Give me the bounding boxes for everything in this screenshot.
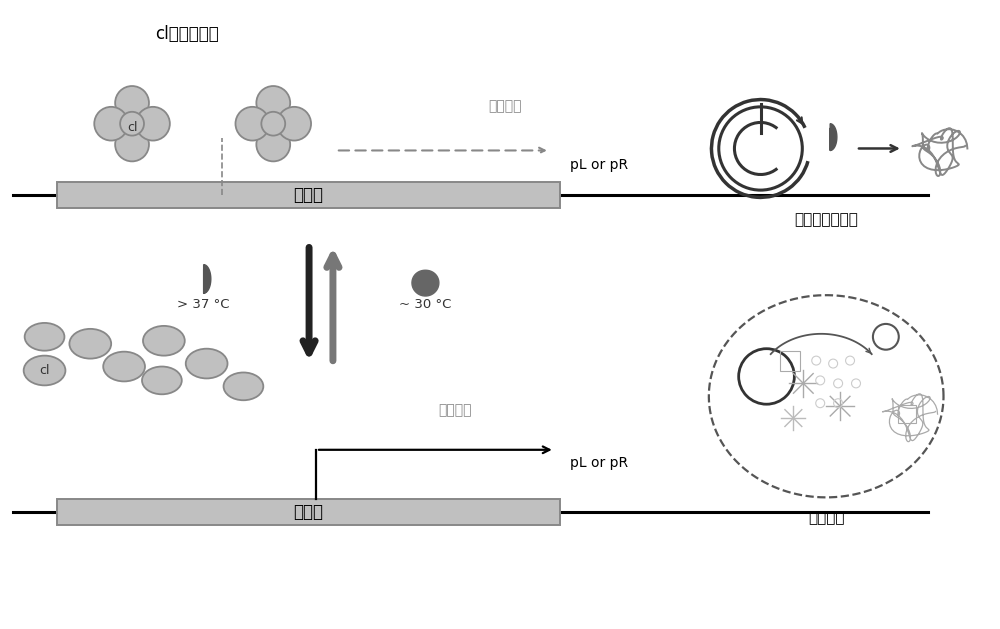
Ellipse shape xyxy=(277,107,311,140)
Ellipse shape xyxy=(224,372,263,400)
Text: cl蛋白聚合物: cl蛋白聚合物 xyxy=(155,25,219,43)
FancyBboxPatch shape xyxy=(57,182,560,208)
Polygon shape xyxy=(412,270,439,296)
Ellipse shape xyxy=(235,107,269,140)
Text: 转录启动: 转录启动 xyxy=(439,403,472,417)
Ellipse shape xyxy=(143,326,185,355)
Text: 人工细胞: 人工细胞 xyxy=(808,509,844,525)
Text: cl: cl xyxy=(127,121,137,134)
Ellipse shape xyxy=(136,107,170,140)
Ellipse shape xyxy=(186,348,228,379)
Ellipse shape xyxy=(103,352,145,381)
Polygon shape xyxy=(204,265,211,293)
Text: 蛋白的控制合成: 蛋白的控制合成 xyxy=(794,213,858,227)
Text: cl: cl xyxy=(39,364,50,377)
Text: pL or pR: pL or pR xyxy=(570,455,628,470)
Text: pL or pR: pL or pR xyxy=(570,159,628,172)
Text: 转录抑制: 转录抑制 xyxy=(488,99,522,113)
Ellipse shape xyxy=(256,86,290,120)
Text: ~ 30 °C: ~ 30 °C xyxy=(399,298,452,311)
Ellipse shape xyxy=(256,128,290,162)
Ellipse shape xyxy=(142,367,182,394)
Text: 结合域: 结合域 xyxy=(294,186,324,204)
Ellipse shape xyxy=(25,323,64,351)
FancyBboxPatch shape xyxy=(57,499,560,525)
Text: > 37 °C: > 37 °C xyxy=(177,298,230,311)
Ellipse shape xyxy=(24,355,65,386)
Ellipse shape xyxy=(94,107,128,140)
Text: 结合域: 结合域 xyxy=(294,503,324,521)
Polygon shape xyxy=(830,124,837,150)
Circle shape xyxy=(261,112,285,136)
Circle shape xyxy=(120,112,144,136)
Ellipse shape xyxy=(115,128,149,162)
Ellipse shape xyxy=(69,329,111,359)
Ellipse shape xyxy=(115,86,149,120)
